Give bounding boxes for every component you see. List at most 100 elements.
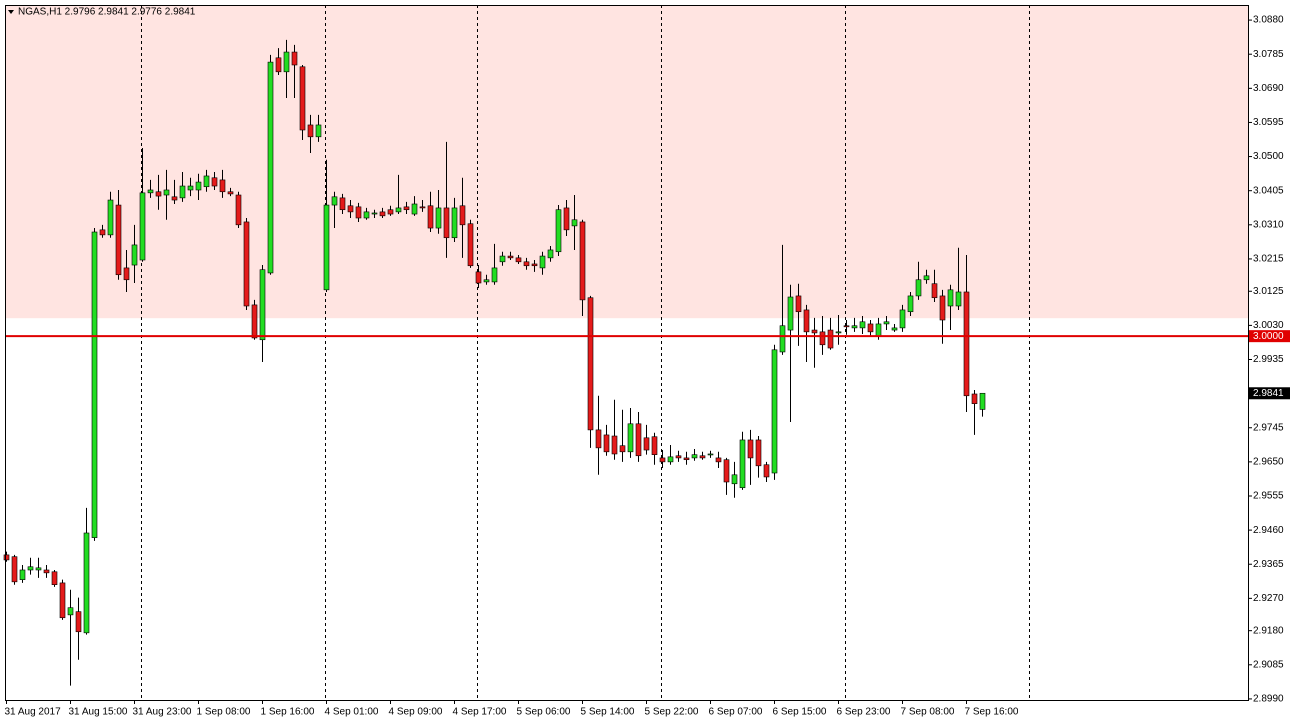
candle-body — [963, 291, 970, 397]
candle-body — [619, 445, 626, 453]
x-tick-label: 6 Sep 15:00 — [773, 707, 827, 718]
candle-body — [219, 179, 226, 193]
candle-body — [971, 393, 978, 404]
price-label-box — [1249, 330, 1290, 343]
candle-body — [443, 207, 450, 239]
candle-body — [875, 323, 882, 337]
candle-body — [227, 191, 234, 195]
x-tick-label: 5 Sep 14:00 — [581, 707, 635, 718]
candle-body — [771, 349, 778, 474]
candle-body — [251, 304, 258, 339]
x-tick-label: 1 Sep 08:00 — [197, 707, 251, 718]
y-tick-label: 3.0880 — [1253, 15, 1284, 26]
y-tick-label: 3.0595 — [1253, 117, 1284, 128]
candle-body — [211, 177, 218, 187]
candle-body — [667, 456, 674, 463]
y-tick-label: 2.9180 — [1253, 625, 1284, 636]
candle-body — [595, 429, 602, 449]
candle-body — [627, 423, 634, 453]
candle-body — [411, 203, 418, 215]
candle-body — [899, 309, 906, 329]
candle-body — [939, 295, 946, 321]
candle-body — [315, 124, 322, 138]
candle-body — [323, 204, 330, 291]
y-tick-label: 2.9745 — [1253, 422, 1284, 433]
price-label: 3.0000 — [1253, 331, 1284, 342]
y-tick-label: 3.0030 — [1253, 320, 1284, 331]
candle-body — [331, 196, 338, 206]
candle-body — [451, 207, 458, 239]
y-tick-label: 2.9270 — [1253, 593, 1284, 604]
x-tick-label: 31 Aug 23:00 — [133, 707, 192, 718]
plot-frame — [5, 5, 1249, 701]
candle-body — [283, 51, 290, 73]
x-tick-label: 7 Sep 16:00 — [965, 707, 1019, 718]
candle-body — [235, 194, 242, 226]
x-tick-label: 7 Sep 08:00 — [901, 707, 955, 718]
candle-body — [795, 295, 802, 313]
period-separators — [141, 5, 1030, 700]
candle-body — [67, 607, 74, 616]
candle-body — [35, 567, 42, 571]
candle-body — [507, 255, 514, 259]
candle-body — [259, 269, 266, 341]
candle-body — [419, 206, 426, 209]
candle-body — [171, 196, 178, 201]
candle-body — [299, 66, 306, 131]
candle-body — [843, 325, 850, 328]
candle-body — [387, 209, 394, 215]
menu-triangle[interactable] — [8, 10, 14, 14]
candle-body — [3, 554, 10, 561]
candle-body — [195, 181, 202, 191]
y-tick-label: 3.0785 — [1253, 49, 1284, 60]
candle-body — [147, 189, 154, 194]
candle-body — [955, 291, 962, 307]
candle-body — [891, 327, 898, 331]
candle-body — [923, 275, 930, 281]
x-tick-label: 4 Sep 17:00 — [453, 707, 507, 718]
candle-body — [851, 325, 858, 329]
candle-body — [395, 207, 402, 213]
y-tick-label: 3.0405 — [1253, 185, 1284, 196]
candle-body — [531, 263, 538, 267]
x-tick-label: 4 Sep 09:00 — [389, 707, 443, 718]
candle-body — [683, 457, 690, 461]
candle-body — [179, 185, 186, 199]
y-tick-label: 2.9650 — [1253, 457, 1284, 468]
candle-body — [131, 244, 138, 266]
candle-body — [347, 205, 354, 213]
candle-body — [811, 329, 818, 334]
candle-body — [979, 392, 986, 410]
candle-body — [731, 474, 738, 485]
candle-body — [307, 124, 314, 138]
candle-body — [379, 211, 386, 217]
y-tick-label: 2.9555 — [1253, 491, 1284, 502]
candle-body — [139, 192, 146, 261]
x-tick-label: 5 Sep 06:00 — [517, 707, 571, 718]
candle-body — [643, 437, 650, 451]
candle-body — [515, 257, 522, 263]
candle-body — [43, 569, 50, 574]
candle-body — [611, 435, 618, 455]
candle-body — [155, 191, 162, 197]
candle-body — [931, 283, 938, 299]
candle-body — [803, 309, 810, 333]
candle-body — [827, 329, 834, 349]
candle-body — [427, 205, 434, 229]
candle-body — [587, 297, 594, 431]
y-tick-label: 2.9085 — [1253, 659, 1284, 670]
candle-body — [867, 323, 874, 333]
y-tick-label: 2.8990 — [1253, 694, 1284, 705]
candle-body — [291, 51, 298, 66]
candle-body — [747, 439, 754, 459]
candle-body — [947, 289, 954, 307]
candle-body — [675, 455, 682, 459]
candle-body — [763, 464, 770, 478]
y-tick-label: 3.0125 — [1253, 286, 1284, 297]
candle-body — [27, 566, 34, 571]
candle-body — [907, 295, 914, 313]
candle-body — [523, 261, 530, 267]
candle-body — [99, 229, 106, 236]
